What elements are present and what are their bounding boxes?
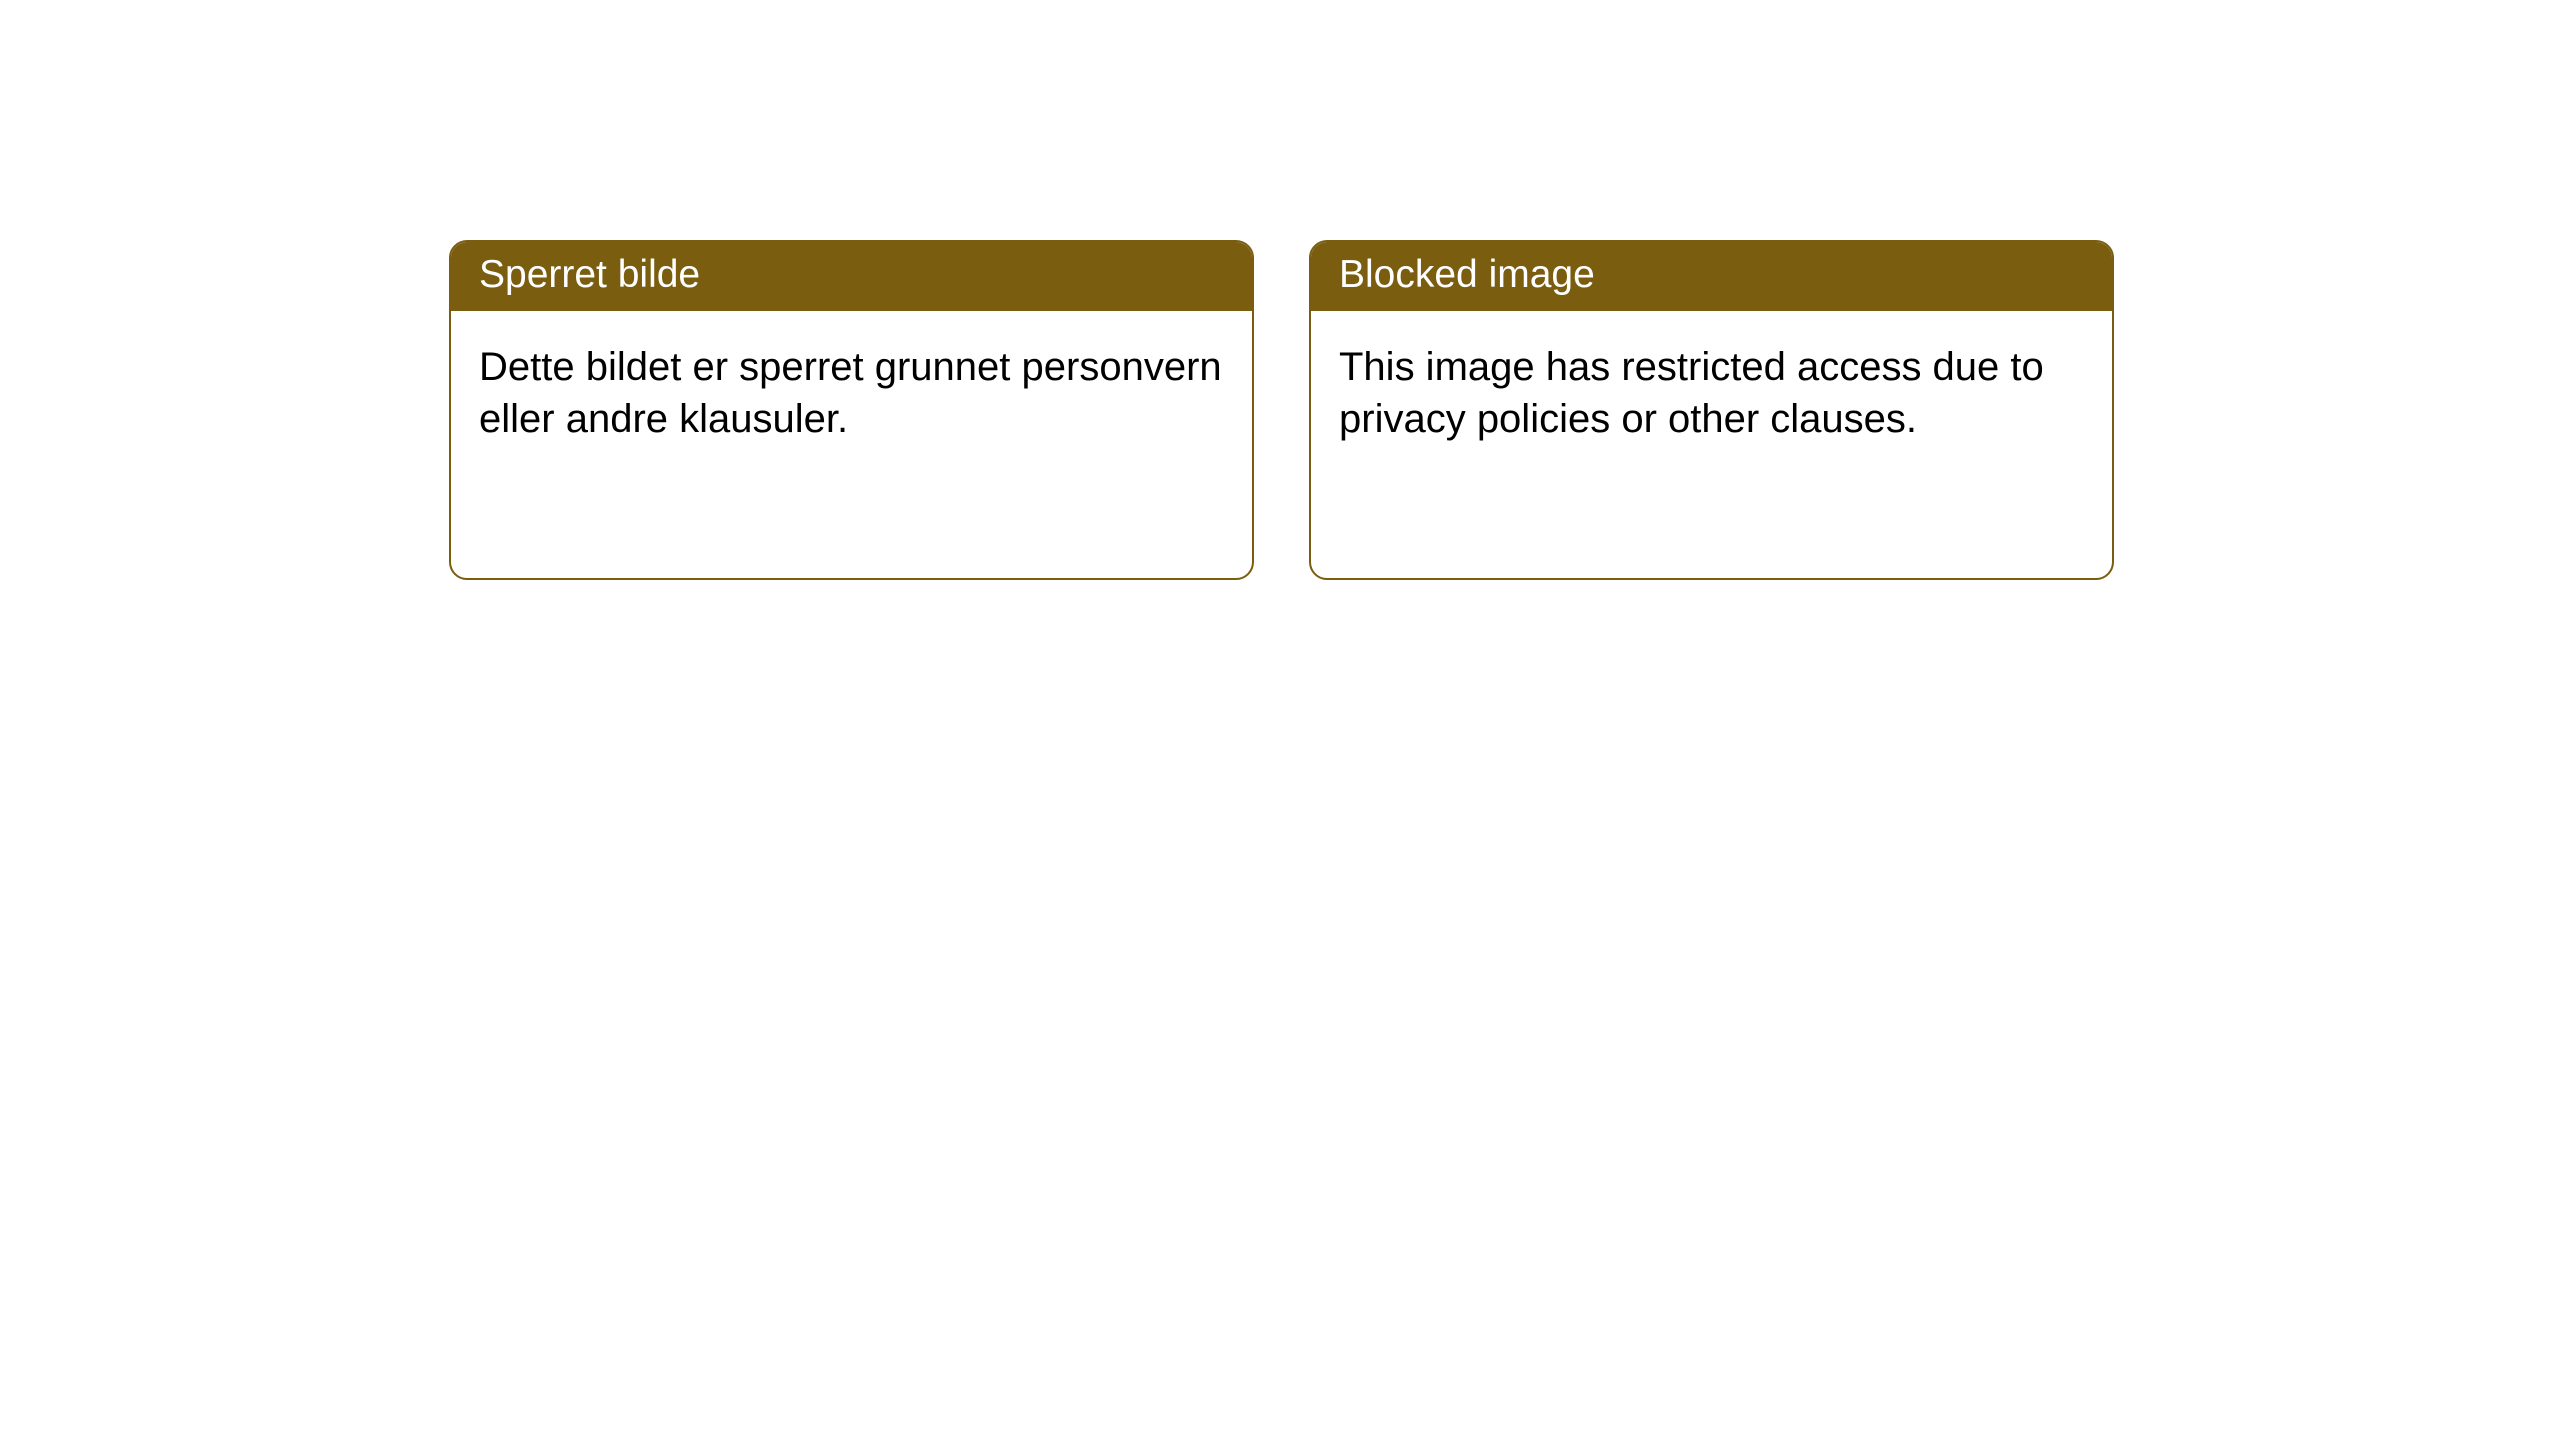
notice-header: Sperret bilde — [451, 242, 1252, 311]
notice-card-norwegian: Sperret bilde Dette bildet er sperret gr… — [449, 240, 1254, 580]
notice-body: This image has restricted access due to … — [1311, 311, 2112, 475]
notice-body-text: Dette bildet er sperret grunnet personve… — [479, 345, 1222, 441]
notice-title: Blocked image — [1339, 253, 1595, 296]
notice-body-text: This image has restricted access due to … — [1339, 345, 2044, 441]
notice-container: Sperret bilde Dette bildet er sperret gr… — [0, 0, 2560, 580]
notice-body: Dette bildet er sperret grunnet personve… — [451, 311, 1252, 475]
notice-title: Sperret bilde — [479, 253, 700, 296]
notice-card-english: Blocked image This image has restricted … — [1309, 240, 2114, 580]
notice-header: Blocked image — [1311, 242, 2112, 311]
